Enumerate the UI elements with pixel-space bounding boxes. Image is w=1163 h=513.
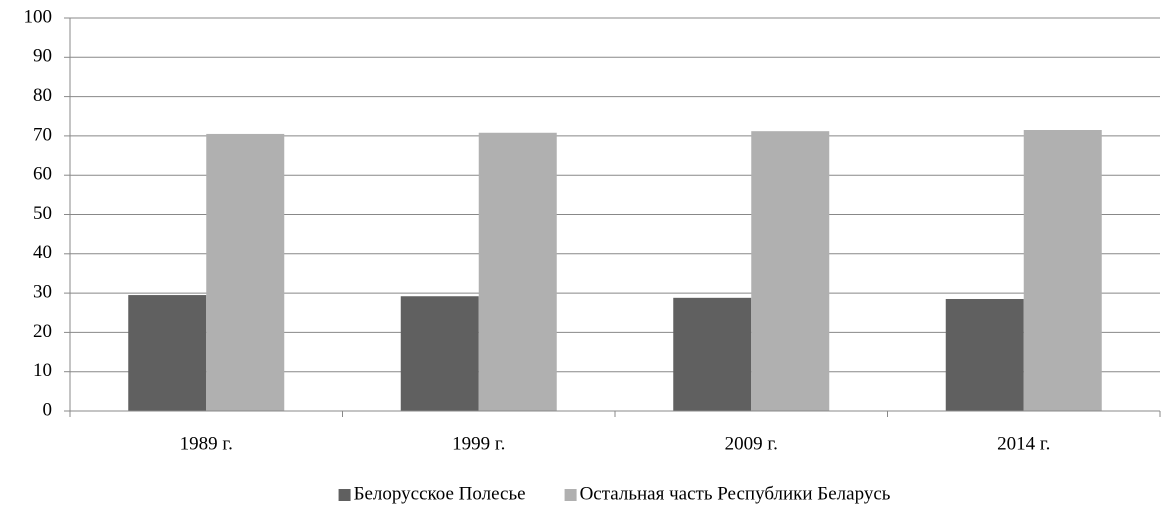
bar [478, 132, 557, 412]
bar [128, 295, 207, 411]
y-tick-label: 20 [33, 321, 52, 342]
bar [206, 133, 285, 411]
bar [945, 298, 1024, 411]
y-tick-label: 70 [33, 124, 52, 145]
x-tick-label: 2014 г. [997, 433, 1050, 454]
legend-label: Белорусское Полесье [354, 483, 526, 504]
x-tick-label: 2009 г. [725, 433, 778, 454]
y-tick-label: 10 [33, 360, 52, 381]
y-tick-label: 80 [33, 85, 52, 106]
legend-swatch [564, 489, 577, 501]
bar [400, 296, 479, 411]
y-tick-label: 50 [33, 203, 52, 224]
bar [751, 131, 830, 411]
bar [673, 297, 752, 411]
y-tick-label: 60 [33, 164, 52, 185]
x-tick-label: 1989 г. [180, 433, 233, 454]
legend-swatch [338, 489, 351, 501]
y-tick-label: 90 [33, 46, 52, 67]
y-tick-label: 100 [24, 6, 53, 27]
bar [1023, 130, 1102, 411]
x-tick-label: 1999 г. [452, 433, 505, 454]
legend-label: Остальная часть Республики Беларусь [580, 483, 891, 504]
y-tick-label: 30 [33, 281, 52, 302]
y-tick-label: 40 [33, 242, 52, 263]
y-tick-label: 0 [43, 399, 53, 420]
